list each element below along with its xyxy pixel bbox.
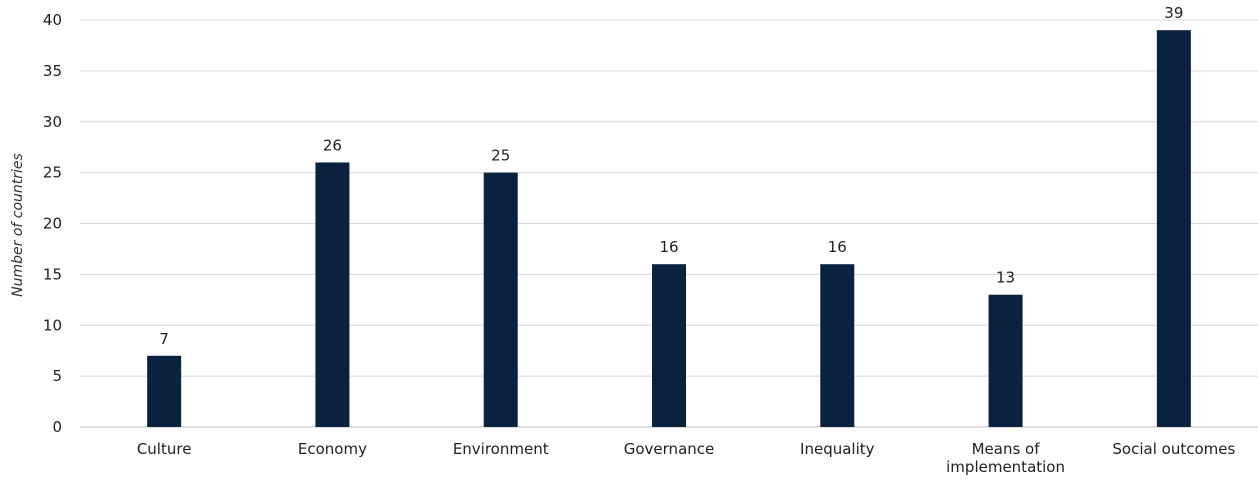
y-tick-label: 10 [43,316,62,334]
x-tick-label: Inequality [800,440,875,458]
bar [1156,30,1191,428]
x-tick-label: Means of implementation [946,440,1065,476]
y-tick-label: 35 [43,62,62,80]
data-label: 13 [996,269,1015,287]
bar [652,264,686,427]
x-tick-label-line: Environment [453,440,549,458]
y-tick-label: 5 [52,367,62,385]
data-label: 7 [159,330,169,348]
x-tick-label-line: Culture [137,440,192,458]
y-tick-label: 15 [43,265,62,283]
y-axis-title: Number of countries [10,153,26,297]
x-tick-label: Governance [624,440,715,458]
x-tick-label-line: Economy [298,440,367,458]
y-tick-label: 0 [52,418,62,436]
x-tick-label-line: Means of [972,440,1041,458]
x-tick-label-line: Governance [624,440,715,458]
bar [988,294,1023,427]
data-label: 16 [659,238,678,256]
x-tick-label: Social outcomes [1112,440,1235,458]
x-axis-labels: Culture Economy Environment Governance Inequ… [137,440,1236,476]
x-tick-label: Culture [137,440,192,458]
x-tick-label-line: implementation [946,458,1065,476]
x-tick-label-line: Social outcomes [1112,440,1235,458]
y-tick-label: 20 [43,215,62,233]
y-tick-label: 30 [43,113,62,131]
gridlines [80,19,1258,428]
data-label: 16 [828,238,847,256]
data-label: 26 [323,136,342,154]
y-tick-label: 40 [43,11,62,29]
bar [483,172,518,427]
bar [820,264,855,427]
x-tick-label: Economy [298,440,367,458]
y-axis-ticks: 0 5 10 15 20 25 30 35 40 [43,11,62,436]
data-labels: 7 26 25 16 16 13 39 [159,4,1183,348]
y-tick-label: 25 [43,164,62,182]
data-label: 39 [1164,4,1183,22]
bars [147,30,1191,428]
bar [315,162,350,427]
x-tick-label-line: Inequality [800,440,875,458]
data-label: 25 [491,147,510,165]
bar [147,355,182,427]
x-tick-label: Environment [453,440,549,458]
